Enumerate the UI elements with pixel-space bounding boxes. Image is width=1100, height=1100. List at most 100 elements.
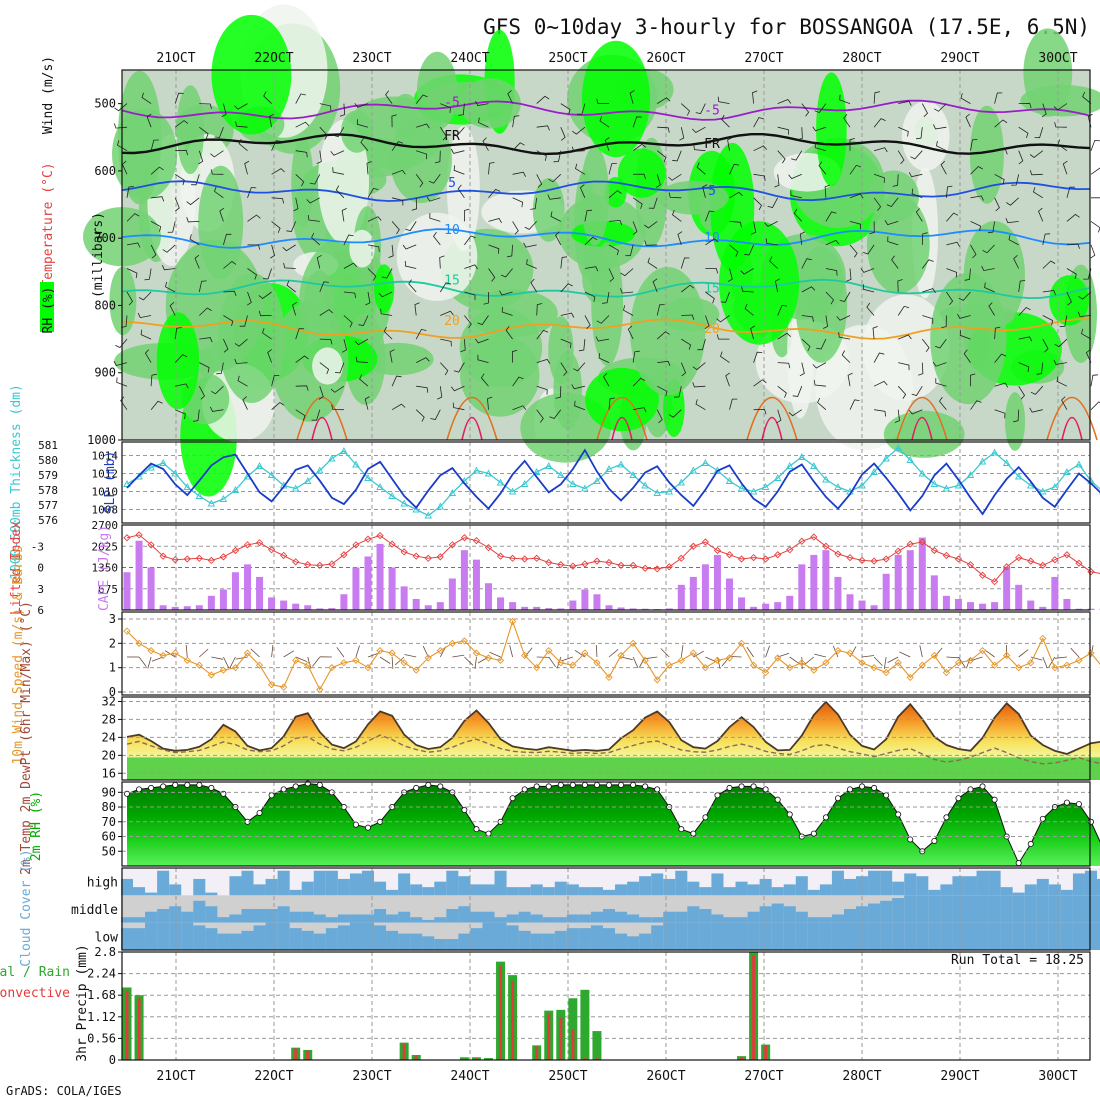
surface-wind-barb — [717, 656, 721, 669]
rh-point — [208, 784, 215, 791]
thickness-point — [364, 474, 372, 481]
lifted-index-point — [328, 560, 336, 568]
wind-barb — [632, 143, 647, 152]
cloud-cell — [639, 933, 652, 950]
wind-barb — [388, 244, 394, 258]
lifted-index-point — [1087, 568, 1095, 576]
surface-wind-barb — [211, 656, 224, 660]
thickness-point — [1063, 468, 1071, 475]
wind-barb — [632, 377, 646, 387]
wind-barb — [994, 382, 1009, 388]
isotherm-contour — [121, 180, 1091, 202]
surface-wind-barb — [919, 645, 923, 658]
wind-barb — [549, 409, 562, 419]
slp-tick-label: 1008 — [92, 504, 119, 517]
rh-point — [485, 830, 492, 837]
cloud-cell — [325, 928, 339, 950]
cloud-cell — [639, 917, 652, 923]
lifted-index-point — [171, 556, 179, 564]
wind-barb — [1018, 336, 1033, 342]
wind-barb — [536, 409, 544, 423]
cloud-cell — [458, 933, 471, 950]
surface-wind-barb — [307, 656, 312, 669]
wind-barb — [753, 409, 767, 415]
cloud-cell-background — [205, 868, 218, 896]
rh-point — [606, 781, 613, 788]
wind-barb — [681, 338, 692, 350]
cloud-cell — [602, 928, 616, 950]
rh-point — [690, 830, 697, 837]
wind-barb — [234, 358, 248, 365]
wind-speed-point — [774, 654, 782, 662]
wind-barb — [720, 291, 730, 303]
wind-barb — [753, 117, 764, 128]
wind-barb — [777, 385, 787, 398]
wind-barb — [505, 326, 513, 340]
rh-area — [176, 85, 205, 175]
wind-barb — [922, 315, 934, 324]
precip-tick-label: 0 — [109, 1053, 116, 1067]
wind-speed-point — [593, 659, 601, 667]
thickness-point — [810, 462, 818, 469]
wind-speed-point — [653, 676, 661, 684]
wind-barb — [644, 240, 658, 246]
rh-area — [901, 101, 950, 171]
cloud-cell — [434, 939, 447, 950]
wind-barb — [946, 241, 960, 247]
wind-barb — [114, 103, 128, 112]
wind-speed-point — [677, 656, 685, 665]
cloud-cell — [193, 900, 206, 923]
wind-barb — [415, 94, 428, 104]
cloud-cell — [615, 911, 628, 923]
cloud-cell — [518, 911, 532, 923]
cloud-cell-background — [325, 895, 339, 923]
wind-barb — [319, 103, 332, 111]
wind-barb — [499, 290, 513, 296]
cloud-cell — [157, 909, 170, 923]
lifted-index-point — [665, 563, 673, 571]
wind-barb — [214, 186, 224, 199]
wind-barb — [437, 386, 443, 400]
wind-barb — [331, 404, 344, 411]
wind-speed-point — [340, 659, 348, 667]
wind-barb — [475, 100, 489, 106]
surface-wind-barb — [680, 645, 684, 658]
cloud-cell — [542, 917, 556, 923]
cloud-cell — [602, 889, 616, 896]
cape-bar — [268, 597, 276, 610]
cloud-cell — [687, 881, 700, 896]
wind-barb — [604, 137, 610, 151]
lifted-index-point — [894, 547, 902, 555]
surface-wind-barb — [1030, 656, 1043, 661]
isotherm-label: FR — [444, 129, 460, 144]
wind-barb — [269, 113, 275, 128]
precip-tick-label: 1.12 — [87, 1010, 116, 1024]
temperature-line — [126, 700, 1100, 755]
surface-wind-barb — [887, 656, 899, 663]
wind-barb — [1066, 213, 1080, 222]
wind-barb — [1008, 234, 1019, 246]
wind-speed-point — [436, 646, 444, 655]
cloud-cell — [916, 895, 929, 923]
rh-area — [459, 78, 521, 129]
wind-barb — [165, 281, 176, 293]
thickness-point — [557, 471, 565, 478]
wind-speed-point — [942, 668, 951, 677]
wind-barb — [162, 244, 176, 253]
wind-barb — [452, 402, 465, 411]
cloud-row-label: high — [87, 876, 118, 891]
wind-barb — [512, 142, 525, 151]
wind-barb — [729, 163, 740, 175]
wind-barb — [440, 103, 451, 113]
wind-barb — [221, 103, 227, 118]
lifted-index-point — [557, 561, 565, 569]
wind-barb — [426, 196, 441, 202]
wind-speed-point — [569, 661, 577, 669]
wind-barb — [536, 303, 543, 316]
thickness-tick-label: 579 — [38, 469, 58, 482]
wind-barb — [295, 93, 306, 104]
wind-barb — [970, 373, 976, 387]
thickness-point — [376, 483, 384, 490]
cape-bar — [340, 594, 348, 610]
surface-wind-barb — [899, 651, 911, 658]
